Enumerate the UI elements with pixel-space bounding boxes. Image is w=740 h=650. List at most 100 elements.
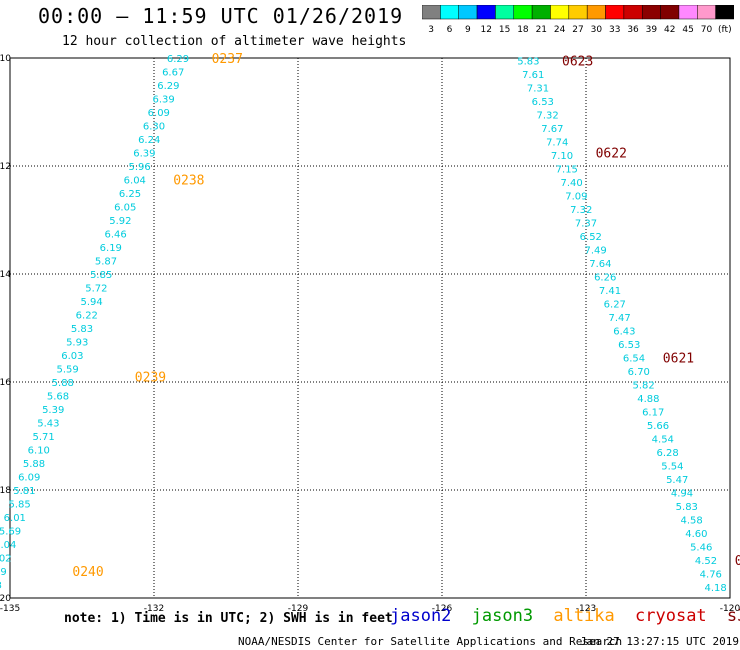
legend-label: 9	[465, 25, 471, 35]
wave-height-value: 6.04	[124, 176, 146, 187]
legend-label: 45	[682, 25, 693, 35]
wave-height-value: 6.28	[656, 448, 678, 459]
wave-height-value: 6.05	[114, 203, 136, 214]
y-tick-label: -10	[0, 54, 11, 64]
wave-height-value: 7.49	[584, 246, 606, 257]
wave-height-value: 5.69	[0, 527, 21, 538]
wave-height-value: 7.41	[599, 286, 621, 297]
legend-label: 18	[517, 25, 529, 35]
wave-height-value: 6.46	[104, 230, 126, 241]
wave-height-value: 5.39	[42, 405, 64, 416]
wave-height-value: 5.88	[23, 459, 45, 470]
legend-label: 42	[664, 25, 675, 35]
pass-time-label: 0238	[173, 174, 204, 189]
x-tick-label: -135	[0, 604, 20, 614]
wave-height-value: 4.76	[700, 570, 722, 581]
mission-legend: jason2 jason3 altika cryosat s3a	[390, 606, 740, 626]
wave-height-value: 6.24	[138, 135, 160, 146]
pass-time-label: 0237	[212, 52, 243, 67]
wave-height-value: 6.09	[18, 473, 40, 484]
wave-height-value: 4.18	[704, 583, 726, 594]
wave-height-value: 5.92	[109, 216, 131, 227]
x-tick-label: -129	[288, 604, 309, 614]
wave-height-value: 5.85	[90, 270, 112, 281]
legend-label: 27	[572, 25, 583, 35]
y-tick-label: -18	[0, 486, 11, 496]
wave-height-value: 6.27	[604, 300, 626, 311]
wave-height-value: 5.94	[80, 297, 102, 308]
legend-swatch	[715, 5, 734, 20]
wave-height-value: 6.39	[152, 95, 174, 106]
wave-height-value: 6.39	[133, 149, 155, 160]
wave-height-value: 7.09	[565, 192, 587, 203]
wave-height-value: 4.52	[695, 556, 717, 567]
wave-height-value: 6.03	[61, 351, 83, 362]
wave-height-value: 5.85	[8, 500, 30, 511]
wave-height-value: 7.74	[546, 138, 568, 149]
y-tick-label: -14	[0, 270, 11, 280]
pass-time-label: 0620	[735, 554, 740, 569]
wave-height-value: 6.53	[618, 340, 640, 351]
mission-jason2: jason2	[390, 606, 452, 626]
mission-altika: altika	[553, 606, 615, 626]
mission-s3a: s3a	[726, 606, 740, 626]
wave-height-value: 5.43	[37, 419, 59, 430]
wave-height-value: 7.67	[541, 124, 563, 135]
wave-height-value: 5.47	[666, 475, 688, 486]
pass-time-label: 0621	[663, 352, 694, 367]
units-note: note: 1) Time is in UTC; 2) SWH is in fe…	[64, 611, 393, 626]
y-tick-label: -20	[0, 594, 11, 604]
legend-label: 70	[701, 25, 713, 35]
wave-height-value: 7.32	[570, 205, 592, 216]
generation-timestamp: Jan 27 13:27:15 UTC 2019	[580, 635, 739, 648]
map-title: 00:00 – 11:59 UTC 01/26/2019	[38, 4, 404, 28]
wave-height-value: 6.02	[0, 554, 12, 565]
y-tick-label: -12	[0, 162, 11, 172]
legend-label: 12	[481, 25, 492, 35]
wave-height-value: 5.71	[32, 432, 54, 443]
wave-height-value: 6.25	[119, 189, 141, 200]
wave-height-value: 5.54	[661, 462, 683, 473]
wave-height-value: 7.10	[551, 151, 573, 162]
legend-label: 21	[536, 25, 547, 35]
wave-height-value: 6.09	[148, 108, 170, 119]
wave-height-value: 5.83	[676, 502, 698, 513]
wave-height-value: 5.83	[71, 324, 93, 335]
mission-cryosat: cryosat	[635, 606, 707, 626]
wave-height-value: 7.40	[560, 178, 582, 189]
wave-height-value: 5.73	[0, 581, 2, 592]
wave-height-value: 6.53	[532, 97, 554, 108]
legend-label: 15	[499, 25, 510, 35]
pass-time-label: 0622	[596, 147, 627, 162]
pass-time-label: 0623	[562, 55, 593, 70]
wave-height-value: 5.72	[85, 284, 107, 295]
x-tick-label: -126	[432, 604, 453, 614]
wave-height-value: 6.17	[642, 408, 664, 419]
wave-height-value: 5.81	[13, 486, 35, 497]
wave-height-value: 5.87	[95, 257, 117, 268]
x-tick-label: -123	[576, 604, 596, 614]
wave-height-value: 5.59	[56, 365, 78, 376]
wave-height-value: 6.01	[4, 513, 26, 524]
wave-height-value: 5.88	[52, 378, 74, 389]
wave-height-value: 6.10	[28, 446, 50, 457]
legend-label: 3	[428, 25, 434, 35]
wave-height-value: 6.43	[613, 327, 635, 338]
legend-label: 30	[591, 25, 603, 35]
wave-height-value: 7.15	[556, 165, 578, 176]
wave-height-value: 5.46	[690, 543, 712, 554]
wave-height-value: 5.96	[128, 162, 150, 173]
wave-height-value: 7.32	[536, 111, 558, 122]
legend-label: 39	[646, 25, 658, 35]
wave-height-value: 6.29	[167, 54, 189, 65]
credit-line: NOAA/NESDIS Center for Satellite Applica…	[238, 635, 623, 648]
wave-height-value: 7.61	[522, 70, 544, 81]
legend-label: 24	[554, 25, 566, 35]
wave-height-value: 5.82	[632, 381, 654, 392]
legend-label: 36	[627, 25, 639, 35]
legend-label: 6	[447, 25, 453, 35]
y-tick-label: -16	[0, 378, 11, 388]
wave-height-value: 6.70	[628, 367, 650, 378]
wave-height-color-legend: 3 6 9 12 15 18 21 24 27 30 33 36 39 42 45 70 (ft)	[422, 5, 734, 35]
